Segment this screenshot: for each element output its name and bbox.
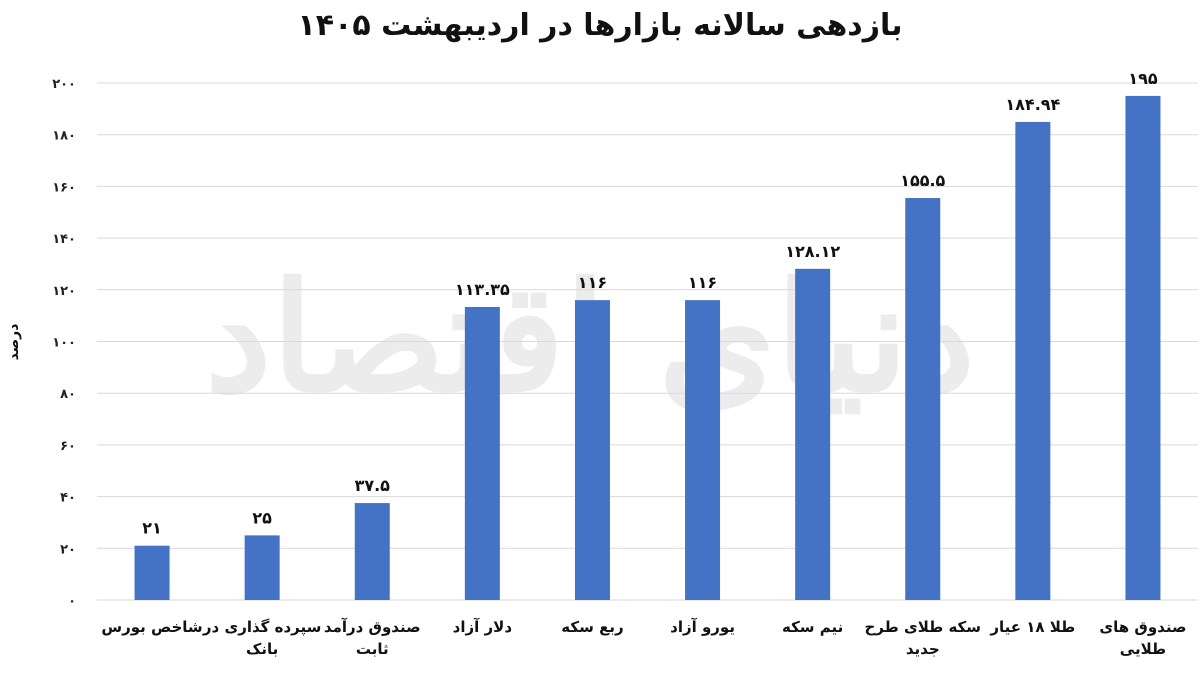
- data-label: ۱۹۵: [1128, 69, 1158, 88]
- y-tick-label: ۱۶۰: [52, 180, 76, 195]
- bar: [134, 545, 170, 600]
- data-label: ۱۱۶: [688, 273, 717, 292]
- category-label: یورو آزاد: [670, 618, 735, 636]
- category-label: طلایی: [1120, 640, 1166, 658]
- category-label: سکه طلای طرح: [864, 618, 981, 636]
- category-label: ربع سکه: [561, 618, 623, 636]
- category-label: صندوق درآمد: [324, 618, 421, 636]
- bar: [354, 503, 390, 600]
- category-label: دلار آزاد: [453, 618, 513, 636]
- y-tick-label: ۲۰: [60, 542, 76, 557]
- category-label: طلا ۱۸ عیار: [989, 618, 1075, 636]
- y-tick-label: ۸۰: [60, 387, 76, 402]
- bar: [905, 198, 941, 600]
- category-labels: شاخص بورس سپرده گذاری در بانک صندوق درآمد ثا…: [101, 618, 1186, 658]
- bars: [134, 95, 1161, 601]
- data-label: ۱۲۸.۱۲: [785, 242, 840, 261]
- data-label: ۱۱۳.۳۵: [455, 280, 510, 299]
- category-label: جدید: [906, 640, 940, 658]
- data-label: ۲۱: [142, 519, 162, 538]
- bar: [1015, 121, 1051, 600]
- category-label: صندوق های: [1099, 618, 1186, 636]
- data-label: ۳۷.۵: [355, 476, 391, 495]
- category-label: نیم سکه: [782, 618, 843, 636]
- category-label: ثابت: [356, 640, 389, 658]
- bar: [685, 300, 721, 600]
- gridlines: [97, 82, 1198, 601]
- bar: [464, 306, 500, 600]
- data-label: ۱۱۶: [578, 273, 607, 292]
- y-tick-label: ۴۰: [60, 491, 76, 506]
- data-label: ۱۸۴.۹۴: [1005, 95, 1060, 114]
- category-label: سپرده گذاری در: [202, 618, 321, 637]
- y-tick-label: ۱۸۰: [52, 129, 76, 144]
- y-tick-label: ۱۲۰: [52, 284, 76, 299]
- bar: [1125, 95, 1161, 601]
- y-tick-label: ۱۰۰: [52, 336, 76, 351]
- bar: [244, 535, 280, 600]
- y-tick-label: ۱۴۰: [52, 232, 76, 247]
- y-tick-label: ۰: [68, 594, 76, 609]
- category-label: شاخص بورس: [101, 618, 202, 636]
- y-axis-ticks: ۰ ۲۰ ۴۰ ۶۰ ۸۰ ۱۰۰ ۱۲۰ ۱۴۰ ۱۶۰ ۱۸۰ ۲۰۰: [52, 77, 76, 609]
- bar: [795, 268, 831, 600]
- bar: [574, 300, 610, 600]
- category-label: بانک: [246, 640, 278, 658]
- chart-title: بازدهی سالانه بازارها در اردیبهشت ۱۴۰۵: [297, 8, 903, 43]
- data-label: ۱۵۵.۵: [900, 171, 945, 190]
- data-label: ۲۵: [252, 508, 272, 527]
- y-tick-label: ۲۰۰: [52, 77, 76, 92]
- y-tick-label: ۶۰: [60, 439, 76, 454]
- data-labels: ۲۱ ۲۵ ۳۷.۵ ۱۱۳.۳۵ ۱۱۶ ۱۱۶ ۱۲۸.۱۲ ۱۵۵.۵ ۱۸۴.۹۴ ۱۹۵: [142, 69, 1158, 538]
